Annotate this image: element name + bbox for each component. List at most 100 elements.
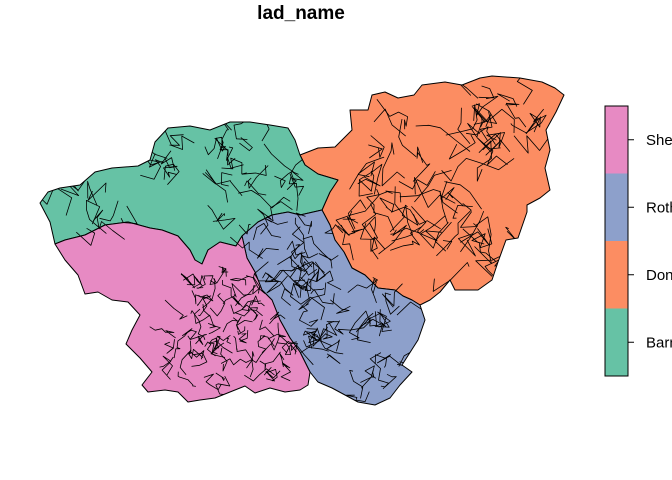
ward-boundary-line [253,223,282,241]
ward-boundary-line [203,373,222,391]
ward-boundary-line [351,216,376,233]
ward-boundary-line [436,203,472,257]
ward-boundary-line [356,311,377,343]
ward-boundary-line [263,367,278,382]
ward-boundary-line [460,210,485,253]
ward-boundary-line [259,319,275,337]
ward-boundary-line [235,285,261,307]
ward-boundary-line [214,136,229,156]
ward-boundary-line [420,215,446,242]
ward-boundary-line [277,342,297,355]
ward-boundary-line [140,159,164,180]
ward-boundary-line [277,255,315,284]
ward-boundary-line [380,373,397,388]
ward-boundary-line [267,322,286,340]
ward-boundary-line [457,107,471,145]
ward-boundary-line [290,283,325,321]
ward-boundary-line [216,212,225,222]
ward-boundary-line [444,181,482,210]
ward-boundary-line [239,137,253,152]
ward-boundary-line [467,117,483,138]
ward-boundary-line [86,200,107,234]
ward-boundary-line [324,224,344,234]
ward-boundary-line [187,348,204,359]
ward-boundary-line [414,177,456,208]
ward-boundary-line [42,152,79,192]
ward-boundary-line [269,311,286,324]
ward-boundary-line [244,368,275,382]
ward-boundary-line [347,199,367,230]
ward-boundary-line [290,261,310,272]
ward-boundary-line [390,227,425,235]
ward-boundary-line [274,171,292,188]
ward-boundary-line [180,273,196,289]
ward-boundary-line [190,310,206,340]
ward-boundary-line [302,235,339,261]
ward-boundary-line [238,190,291,209]
ward-boundary-line [257,248,279,259]
ward-boundary-line [513,135,550,154]
ward-boundary-line [182,328,197,340]
ward-boundary-line [374,354,387,368]
ward-boundary-line [294,217,309,259]
ward-boundary-line [292,267,320,291]
ward-boundary-line [280,362,291,382]
ward-boundaries [40,76,550,404]
ward-boundary-line [316,327,340,352]
ward-boundary-line [253,273,260,294]
ward-boundary-line [234,304,257,317]
ward-boundary-line [202,278,216,309]
ward-boundary-line [249,343,272,378]
ward-boundary-line [191,290,197,305]
ward-boundary-line [476,140,492,182]
ward-boundary-line [359,170,375,192]
legend-label: Barnsley [646,334,672,351]
ward-boundary-line [230,276,250,286]
ward-boundary-line [326,353,341,364]
ward-boundary-line [368,135,385,159]
map-legend: Sheffield Rotherham Doncaster Barnsley [604,105,672,377]
ward-boundary-line [391,206,413,242]
ward-boundary-line [271,279,294,306]
ward-boundary-line [505,102,527,128]
ward-boundary-line [330,299,351,314]
ward-boundary-line [249,307,259,322]
ward-boundary-line [299,305,319,327]
ward-boundary-line [191,352,208,367]
ward-boundary-line [497,93,518,107]
ward-boundary-line [476,137,502,156]
ward-boundary-line [340,224,354,261]
ward-boundary-line [238,224,251,235]
ward-boundary-line [399,189,441,198]
ward-boundary-line [164,339,175,354]
ward-boundary-line [371,236,386,260]
ward-boundary-line [220,347,228,372]
ward-boundary-line [170,135,195,150]
ward-boundary-line [93,209,125,240]
ward-boundary-line [303,335,320,349]
legend-frame [604,105,629,377]
ward-boundary-line [146,153,163,168]
ward-boundary-line [247,165,269,189]
ward-boundary-line [222,279,243,308]
ward-boundary-line [208,337,218,355]
ward-boundary-line [478,85,495,99]
ward-boundary-line [266,201,293,222]
legend-swatch [605,241,628,309]
ward-boundary-line [377,311,392,332]
ward-boundary-line [291,226,313,268]
legend-swatch [605,308,628,376]
ward-boundary-line [381,142,405,187]
ward-boundary-line [259,351,281,371]
ward-boundary-line [415,124,471,152]
ward-boundary-line [319,321,340,340]
ward-boundary-line [360,376,372,389]
ward-boundary-line [342,210,356,220]
ward-boundary-line [244,180,267,196]
ward-boundary-line [447,192,473,219]
ward-boundary-line [505,226,517,241]
ward-boundary-line [288,175,299,211]
ward-boundary-line [265,218,288,225]
region-sheffield [54,221,311,403]
